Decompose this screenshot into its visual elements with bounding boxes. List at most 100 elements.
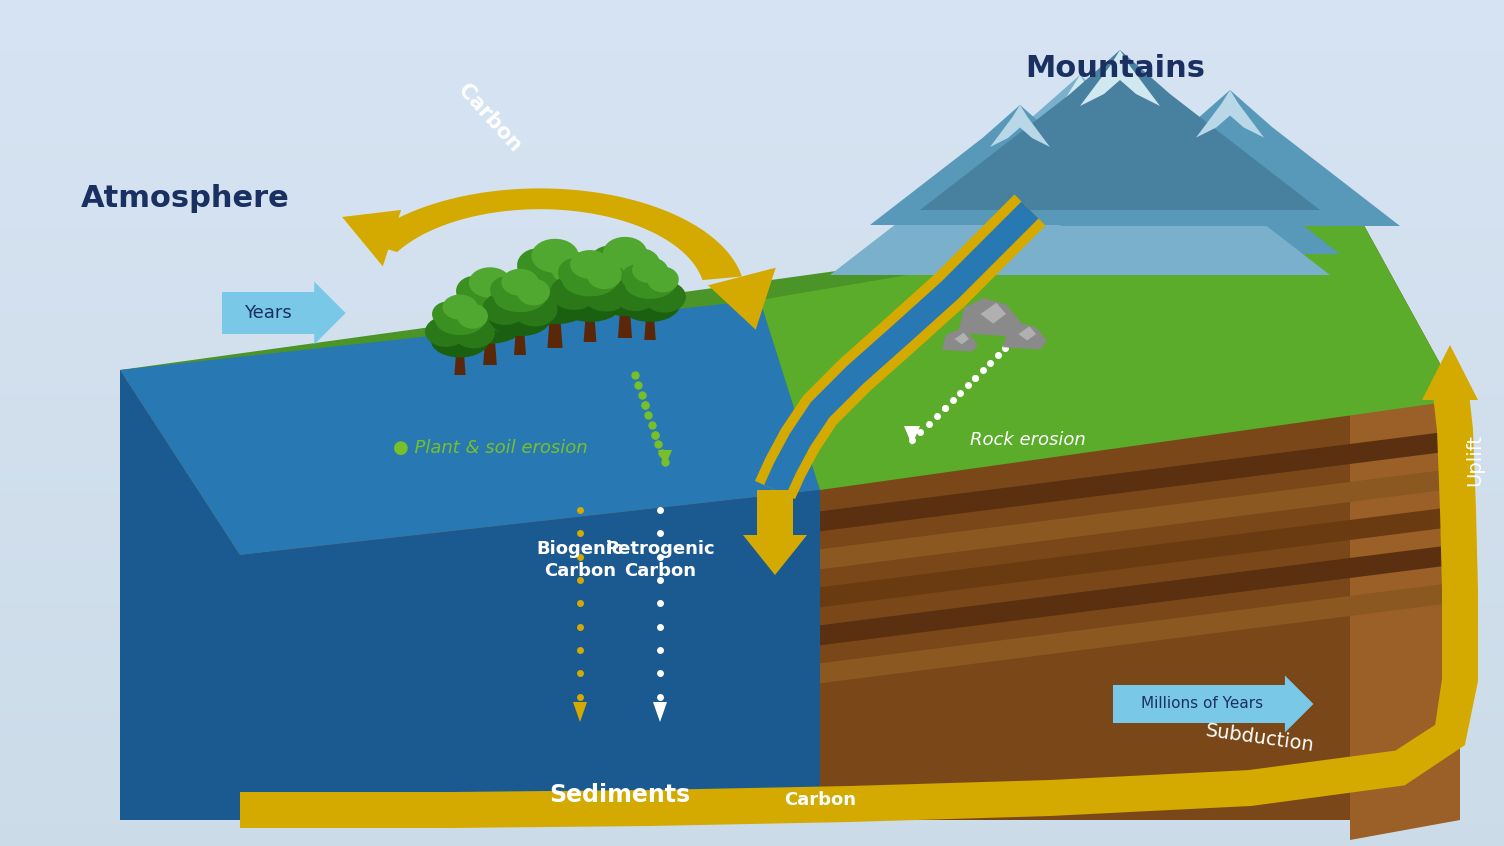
Bar xyxy=(0,212,1504,213)
Bar xyxy=(0,832,1504,833)
Bar xyxy=(0,732,1504,733)
Bar xyxy=(0,721,1504,722)
Bar xyxy=(0,488,1504,489)
Bar xyxy=(0,56,1504,57)
Bar xyxy=(0,613,1504,614)
Bar xyxy=(0,120,1504,121)
Bar xyxy=(0,155,1504,156)
Bar xyxy=(0,252,1504,253)
Bar xyxy=(0,476,1504,477)
Bar xyxy=(0,532,1504,533)
Bar xyxy=(0,88,1504,89)
Bar xyxy=(0,829,1504,830)
Bar xyxy=(0,601,1504,602)
Bar xyxy=(0,456,1504,457)
Bar xyxy=(0,716,1504,717)
Bar xyxy=(0,750,1504,751)
Bar xyxy=(0,244,1504,245)
Bar xyxy=(0,622,1504,623)
Bar xyxy=(0,17,1504,18)
Bar xyxy=(0,704,1504,705)
Polygon shape xyxy=(490,277,523,303)
Bar xyxy=(0,519,1504,520)
Bar xyxy=(0,163,1504,164)
Bar xyxy=(0,575,1504,576)
Text: Millions of Years: Millions of Years xyxy=(1142,696,1263,711)
Bar xyxy=(0,739,1504,740)
Polygon shape xyxy=(514,331,526,355)
Bar xyxy=(0,141,1504,142)
Bar xyxy=(0,485,1504,486)
Bar xyxy=(0,742,1504,743)
Bar xyxy=(0,283,1504,284)
Bar xyxy=(0,96,1504,97)
Bar xyxy=(0,192,1504,193)
Bar xyxy=(0,537,1504,538)
Polygon shape xyxy=(489,299,552,336)
Bar xyxy=(0,641,1504,642)
Bar xyxy=(0,591,1504,592)
Bar xyxy=(0,509,1504,510)
Bar xyxy=(0,663,1504,664)
Bar xyxy=(0,373,1504,374)
Bar xyxy=(0,513,1504,514)
Bar xyxy=(0,560,1504,561)
Bar xyxy=(0,813,1504,814)
Bar xyxy=(0,144,1504,145)
Bar xyxy=(0,325,1504,326)
Bar xyxy=(0,710,1504,711)
Bar xyxy=(0,258,1504,259)
Bar xyxy=(0,776,1504,777)
Bar xyxy=(0,561,1504,562)
Bar xyxy=(0,548,1504,549)
Bar xyxy=(0,766,1504,767)
Bar xyxy=(0,818,1504,819)
Bar xyxy=(0,295,1504,296)
Bar xyxy=(0,650,1504,651)
Bar xyxy=(0,687,1504,688)
Bar xyxy=(0,634,1504,635)
Bar xyxy=(0,177,1504,178)
Bar xyxy=(0,748,1504,749)
Bar xyxy=(0,821,1504,822)
Polygon shape xyxy=(341,210,402,266)
Bar xyxy=(0,764,1504,765)
Bar xyxy=(0,590,1504,591)
Bar xyxy=(0,745,1504,746)
Polygon shape xyxy=(448,294,498,331)
Bar xyxy=(0,87,1504,88)
Bar xyxy=(0,414,1504,415)
Bar xyxy=(0,554,1504,555)
Bar xyxy=(0,148,1504,149)
Bar xyxy=(0,63,1504,64)
Bar xyxy=(0,147,1504,148)
Bar xyxy=(0,505,1504,506)
Bar xyxy=(0,387,1504,388)
Bar xyxy=(0,10,1504,11)
Bar xyxy=(0,827,1504,828)
Bar xyxy=(0,539,1504,540)
Bar xyxy=(0,20,1504,21)
Bar xyxy=(0,253,1504,254)
Bar xyxy=(0,448,1504,449)
Polygon shape xyxy=(516,277,596,324)
Bar xyxy=(0,547,1504,548)
Bar xyxy=(0,175,1504,176)
Bar xyxy=(0,582,1504,583)
Bar xyxy=(0,129,1504,130)
Polygon shape xyxy=(981,303,1006,324)
Bar xyxy=(0,2,1504,3)
Bar xyxy=(0,526,1504,527)
Bar xyxy=(0,588,1504,589)
Bar xyxy=(0,797,1504,798)
Bar xyxy=(0,551,1504,552)
Polygon shape xyxy=(120,200,1460,555)
Bar xyxy=(0,25,1504,26)
Polygon shape xyxy=(241,400,1460,820)
Polygon shape xyxy=(120,300,820,555)
Bar xyxy=(0,16,1504,17)
Bar xyxy=(0,659,1504,660)
Bar xyxy=(0,427,1504,428)
Bar xyxy=(0,117,1504,118)
Bar xyxy=(0,169,1504,170)
